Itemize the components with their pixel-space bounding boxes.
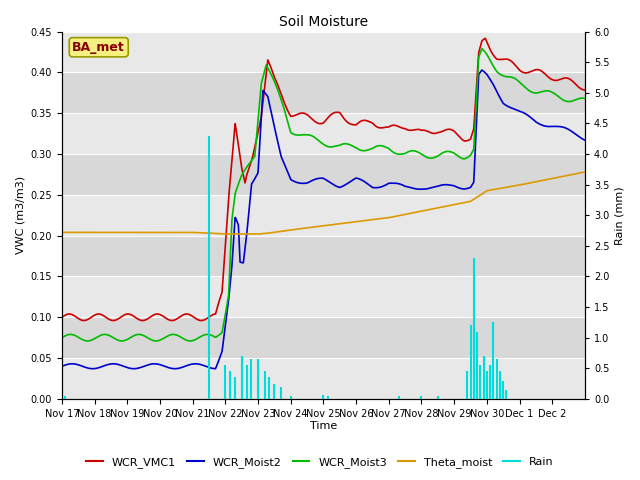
Bar xyxy=(62,113,585,154)
Bar xyxy=(62,358,585,399)
Bar xyxy=(62,32,585,72)
Title: Soil Moisture: Soil Moisture xyxy=(279,15,368,29)
Text: BA_met: BA_met xyxy=(72,41,125,54)
Bar xyxy=(62,72,585,113)
X-axis label: Time: Time xyxy=(310,421,337,432)
Bar xyxy=(62,236,585,276)
Bar xyxy=(62,317,585,358)
Legend: WCR_VMC1, WCR_Moist2, WCR_Moist3, Theta_moist, Rain: WCR_VMC1, WCR_Moist2, WCR_Moist3, Theta_… xyxy=(82,452,558,472)
Y-axis label: Rain (mm): Rain (mm) xyxy=(615,186,625,244)
Bar xyxy=(62,154,585,195)
Bar xyxy=(62,276,585,317)
Y-axis label: VWC (m3/m3): VWC (m3/m3) xyxy=(15,176,25,254)
Bar xyxy=(62,195,585,236)
